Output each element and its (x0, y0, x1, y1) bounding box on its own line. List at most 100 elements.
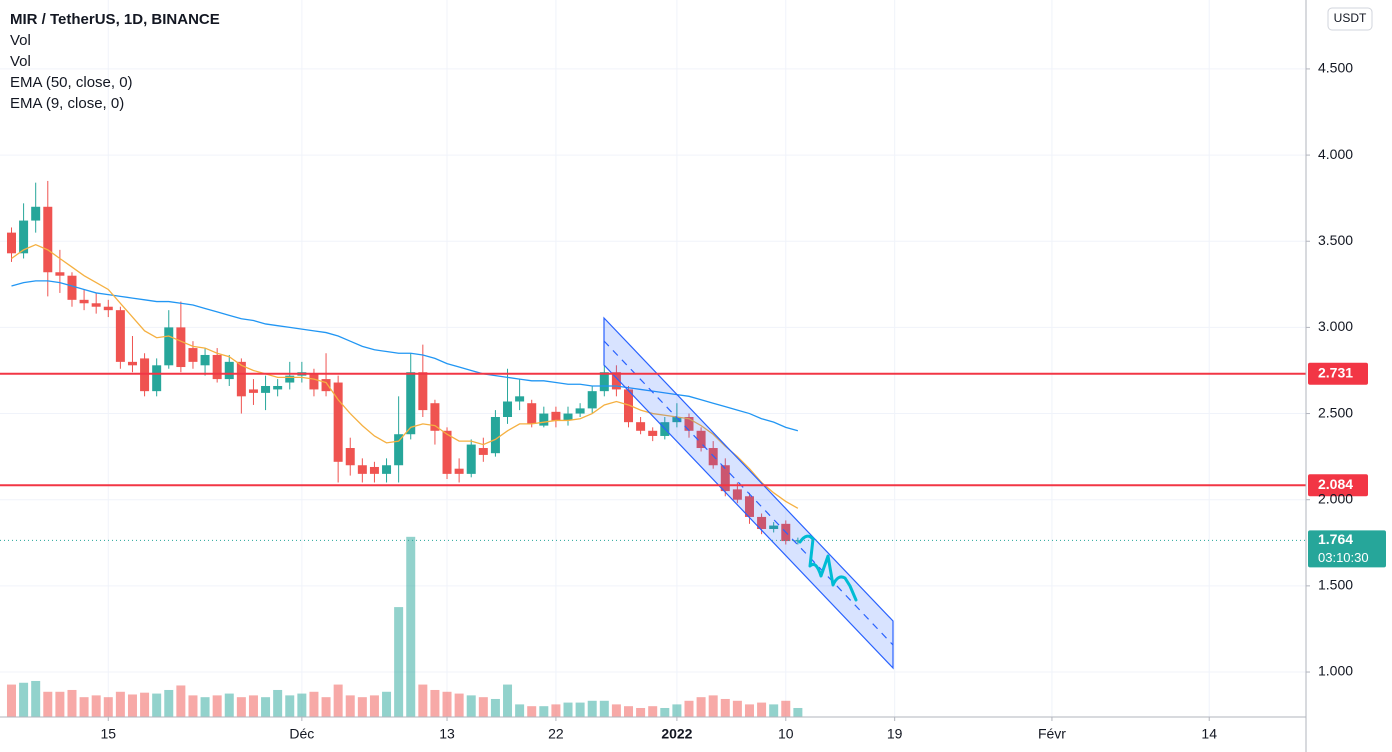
volume-bar (127, 694, 137, 717)
volume-bar (345, 695, 355, 717)
levels: 2.731 2.084 1.764 03:10:30 (0, 362, 1386, 568)
price-label: 2.084 (1318, 476, 1353, 492)
indicator: EMA (50, close, 0) (10, 74, 133, 91)
price-pane (6, 180, 803, 545)
volume-bar (466, 695, 476, 717)
candle-body (285, 375, 295, 383)
volume-bar (212, 695, 222, 717)
volume-bar (382, 691, 392, 717)
candle-body (31, 206, 41, 221)
chart-title: MIR / TetherUS, 1D, BINANCE (10, 11, 220, 28)
ema-line (11, 243, 799, 509)
y-tick-label: 4.500 (1318, 60, 1353, 76)
candle-body (224, 361, 234, 380)
x-tick-label: 19 (887, 726, 903, 742)
volume-bar (285, 695, 295, 717)
candle-body (575, 408, 585, 414)
volume-bar (115, 691, 125, 717)
y-tick-label: 1.500 (1318, 577, 1353, 593)
volume-pane (6, 536, 803, 717)
volume-bar (236, 697, 246, 717)
volume-bar (684, 700, 694, 717)
volume-bar (140, 692, 150, 717)
candle-body (648, 430, 658, 436)
candle-body (684, 417, 694, 431)
candle-body (273, 385, 283, 390)
volume-bar (648, 706, 658, 717)
candle-body (527, 403, 537, 424)
volume-bar (599, 700, 609, 717)
candle-body (636, 422, 646, 431)
candle-body (624, 389, 634, 423)
candle-body (188, 348, 198, 362)
candle-body (127, 361, 137, 366)
candle-body (357, 465, 367, 474)
volume-bar (757, 702, 767, 717)
candle-body (333, 382, 343, 462)
candle-body (345, 448, 355, 466)
candle-body (236, 361, 246, 397)
currency: USDT (1334, 11, 1367, 25)
volume-bar (333, 684, 343, 717)
volume-bar (224, 693, 234, 717)
countdown: 03:10:30 (1318, 550, 1369, 565)
volume-bar (515, 704, 525, 717)
candle-body (176, 327, 186, 368)
candle-body (539, 413, 549, 426)
candle-body (115, 310, 125, 362)
volume-bar (406, 536, 416, 717)
volume-bar (624, 706, 634, 717)
y-tick-label: 2.500 (1318, 404, 1353, 420)
candle-body (140, 358, 150, 392)
candle-body (6, 232, 16, 254)
y-tick-label: 2.000 (1318, 490, 1353, 506)
candle-body (200, 354, 210, 366)
volume-bar (43, 691, 53, 717)
last-price-box (1308, 530, 1386, 568)
volume-bar (103, 697, 113, 717)
indicator: EMA (9, close, 0) (10, 95, 124, 112)
volume-bar (551, 704, 561, 717)
volume-bar (478, 697, 488, 717)
x-tick-label: 22 (548, 726, 564, 742)
candle-body (720, 465, 730, 492)
indicator: Vol (10, 53, 31, 70)
volume-bar (200, 697, 210, 717)
volume-bar (732, 700, 742, 717)
candle-body (611, 372, 621, 390)
volume-bar (636, 707, 646, 717)
drawing (798, 534, 858, 602)
currency-box[interactable] (1327, 7, 1373, 31)
x-tick-label: 14 (1201, 726, 1217, 742)
volume-bar (563, 702, 573, 717)
candle-body (43, 206, 53, 273)
volume-bar (696, 697, 706, 717)
volume-bar (769, 704, 779, 717)
volume-bar (309, 691, 319, 717)
x-tick-label: Févr (1038, 726, 1066, 742)
volume-bar (527, 706, 537, 717)
volume-bar (781, 700, 791, 717)
candle-body (454, 468, 464, 474)
candle-body (103, 306, 113, 311)
volume-bar (587, 700, 597, 717)
x-tick-label: Déc (289, 726, 314, 742)
candle-body (757, 516, 767, 530)
volume-bar (273, 689, 283, 717)
volume-bar (19, 682, 29, 717)
volume-bar (442, 691, 452, 717)
volume-bar (708, 695, 718, 717)
x-tick-label: 15 (100, 726, 116, 742)
volume-bar (261, 697, 271, 717)
candle-body (79, 299, 89, 304)
volume-bar (418, 684, 428, 717)
candle-body (696, 430, 706, 449)
channel-midline (603, 340, 894, 646)
candle-body (490, 417, 500, 454)
volume-bar (188, 695, 198, 717)
volume-bar (744, 704, 754, 717)
grid (0, 0, 1306, 717)
candle-body (19, 220, 29, 254)
candle-body (430, 403, 440, 431)
